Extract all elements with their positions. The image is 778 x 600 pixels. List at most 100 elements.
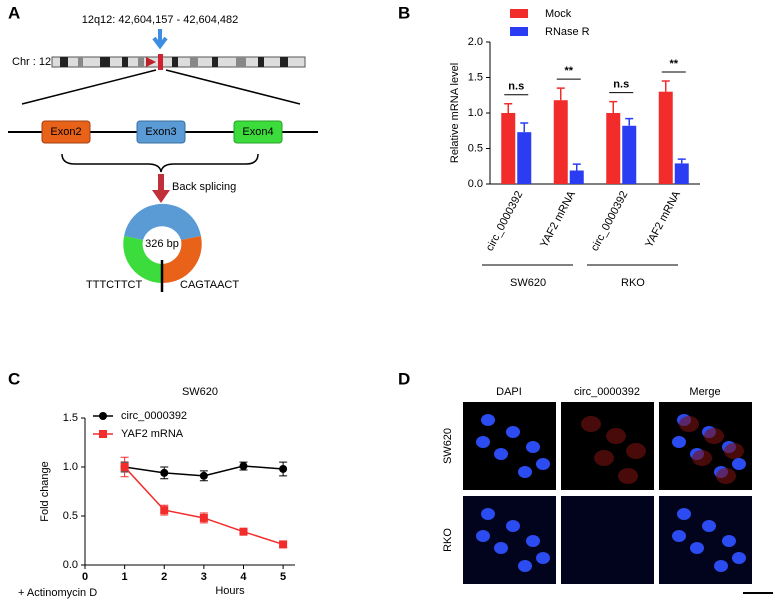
- signal: [692, 450, 712, 466]
- sequence: CAGTAACT: [180, 279, 239, 291]
- ring-segment: [123, 236, 162, 283]
- bar: [658, 91, 673, 184]
- exon-label: Exon3: [145, 126, 176, 138]
- nucleus: [476, 530, 490, 542]
- group-label: SW620: [510, 277, 546, 289]
- signal: [581, 416, 601, 432]
- diagram: 12q12: 42,604,157 - 42,604,482 Chr : 12 …: [8, 14, 318, 292]
- error-bar: [520, 122, 529, 133]
- signal: [724, 443, 744, 459]
- signal: [716, 468, 736, 484]
- ring-segment: [124, 203, 201, 240]
- y-tick-label: 2.0: [468, 36, 483, 48]
- y-axis-label: Relative mRNA level: [449, 63, 461, 163]
- marker: [160, 506, 169, 515]
- nucleus: [732, 552, 746, 564]
- signal: [606, 428, 626, 444]
- x-tick-label: 1: [122, 571, 128, 583]
- y-tick-label: 0.5: [63, 510, 78, 522]
- nucleus: [672, 436, 686, 448]
- bar: [622, 125, 637, 184]
- x-tick-label: 0: [82, 571, 88, 583]
- y-tick-label: 1.0: [468, 107, 483, 119]
- nucleus: [518, 466, 532, 478]
- micrograph: [561, 496, 654, 584]
- nucleus: [672, 530, 686, 542]
- panel-label: C: [8, 369, 20, 388]
- signal: [679, 416, 699, 432]
- centromere: [146, 57, 156, 67]
- nucleus: [526, 441, 540, 453]
- legend-marker: [99, 430, 107, 438]
- bar: [674, 163, 689, 184]
- nucleus: [481, 414, 495, 426]
- marker: [239, 527, 248, 536]
- chromosome: [51, 56, 306, 68]
- error-bar: [609, 100, 618, 113]
- legend-swatch: [510, 9, 528, 18]
- nucleus: [506, 426, 520, 438]
- bar: [553, 100, 568, 184]
- nucleus: [714, 560, 728, 572]
- image-grid: DAPI circ_0000392 Merge SW620 RKO: [442, 386, 773, 594]
- legend-label: circ_0000392: [121, 410, 187, 422]
- exon: [41, 120, 91, 144]
- legend-label: Mock: [545, 8, 572, 20]
- significance: n.s: [613, 79, 629, 91]
- x-axis-label: Hours: [215, 585, 245, 597]
- significance: **: [669, 58, 678, 70]
- nucleus: [732, 458, 746, 470]
- marker: [120, 463, 129, 471]
- x-tick-label: circ_0000392: [484, 189, 526, 253]
- y-tick-label: 0.5: [468, 142, 483, 154]
- y-tick-label: 1.0: [63, 461, 78, 473]
- chromosome-label: Chr : 12: [12, 56, 51, 68]
- nucleus: [481, 508, 495, 520]
- column-label: circ_0000392: [574, 386, 640, 398]
- y-tick-label: 0.0: [63, 559, 78, 571]
- locus: 12q12: 42,604,157 - 42,604,482: [82, 14, 239, 26]
- nucleus: [476, 436, 490, 448]
- exon-label: Exon4: [242, 126, 273, 138]
- nucleus: [494, 448, 508, 460]
- panel-label: B: [398, 3, 410, 22]
- nucleus: [722, 535, 736, 547]
- marker: [279, 464, 288, 473]
- locus-mark: [158, 54, 163, 70]
- bar: [501, 113, 516, 184]
- x-tick-label: circ_0000392: [589, 189, 631, 253]
- marker: [199, 513, 208, 522]
- nucleus: [494, 542, 508, 554]
- marker: [279, 540, 288, 549]
- y-tick-label: 1.5: [468, 71, 483, 83]
- legend-swatch: [510, 27, 528, 36]
- ring-segment: [162, 236, 202, 284]
- column-label: DAPI: [496, 386, 522, 398]
- legend-marker: [99, 412, 107, 420]
- bands: [60, 57, 288, 67]
- bar: [569, 170, 584, 184]
- x-tick-label: YAF2 mRNA: [538, 189, 578, 250]
- x-tick-label: 2: [161, 571, 167, 583]
- significance: n.s: [508, 81, 524, 93]
- bar: [606, 113, 621, 184]
- zoom-lines: [21, 69, 301, 105]
- error-bar: [677, 158, 686, 164]
- x-tick-label: 4: [240, 571, 247, 583]
- error-bar: [625, 117, 634, 126]
- group-label: RKO: [621, 277, 645, 289]
- sequence: TTTCTTCT: [86, 279, 142, 291]
- significance: **: [564, 65, 573, 77]
- y-tick-label: 1.5: [63, 412, 78, 424]
- chart-title: SW620: [182, 386, 218, 398]
- micrograph: [463, 402, 556, 490]
- signal: [618, 468, 638, 484]
- micrograph: [659, 496, 752, 584]
- micrograph: [463, 496, 556, 584]
- nucleus: [690, 542, 704, 554]
- y-axis-label: Fold change: [39, 461, 51, 522]
- row-label: RKO: [442, 528, 454, 552]
- nucleus: [702, 520, 716, 532]
- marker: [239, 462, 248, 471]
